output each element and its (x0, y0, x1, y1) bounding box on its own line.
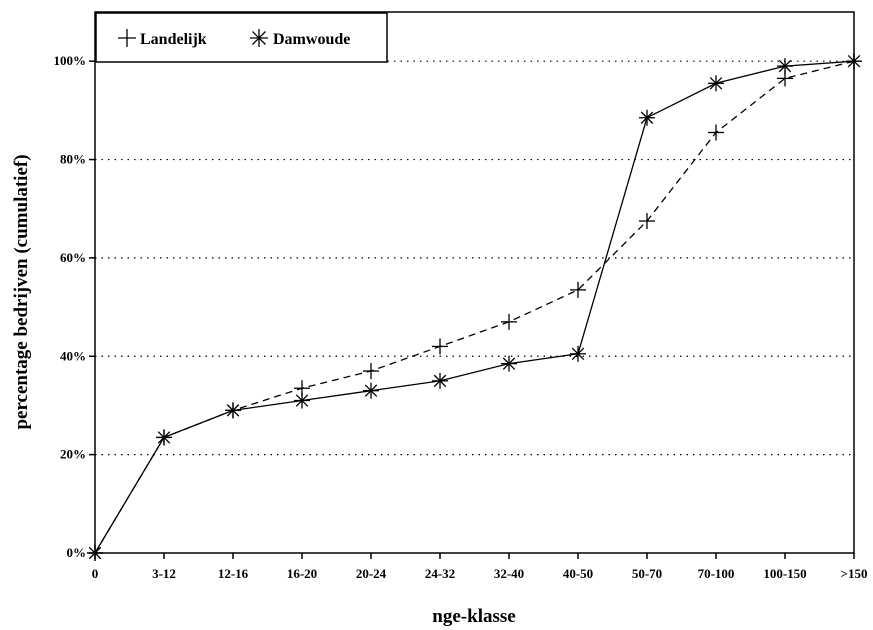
data-point-damwoude (639, 109, 655, 126)
x-tick-label: 16-20 (287, 566, 317, 581)
legend-marker-damwoude (250, 29, 268, 47)
data-point-landelijk (363, 363, 379, 380)
marker-stroke (778, 59, 792, 73)
marker-stroke (640, 111, 654, 124)
y-tick-label: 20% (60, 447, 86, 462)
data-point-damwoude (225, 402, 241, 419)
x-tick-label: 50-70 (632, 566, 662, 581)
legend-marker-landelijk (118, 29, 136, 47)
gridlines (95, 60, 854, 456)
x-tick-label: 24-32 (425, 566, 455, 581)
x-tick-label: 20-24 (356, 566, 387, 581)
series-line-damwoude (94, 60, 855, 554)
y-tick-label: 40% (60, 348, 86, 363)
data-point-damwoude (777, 58, 793, 75)
y-tick-label: 0% (67, 545, 87, 560)
data-point-damwoude (156, 429, 172, 446)
legend-box (95, 12, 388, 63)
plot-area-frame (94, 11, 855, 554)
x-tick-label: 70-100 (698, 566, 735, 581)
data-point-damwoude (846, 53, 862, 70)
legend-asterisk-marker (250, 29, 268, 47)
y-tick-label: 80% (60, 152, 86, 167)
marker-stroke (571, 347, 585, 361)
data-point-damwoude (294, 392, 310, 409)
data-point-damwoude (87, 545, 103, 561)
data-point-damwoude (501, 355, 517, 372)
data-point-landelijk (432, 338, 448, 355)
legend: Landelijk Damwoude (95, 12, 388, 63)
data-point-landelijk (501, 313, 517, 330)
legend-label-landelijk: Landelijk (140, 31, 207, 48)
y-tick-label: 100% (54, 53, 87, 68)
x-tick-label: 32-40 (494, 566, 524, 581)
marker-stroke (88, 546, 102, 560)
legend-plus-marker (118, 29, 136, 47)
data-point-damwoude (570, 345, 586, 362)
marker-stroke (252, 31, 266, 45)
x-axis-title: nge-klasse (432, 606, 515, 627)
marker-stroke (709, 77, 723, 90)
x-tick-label: 100-150 (763, 566, 806, 581)
marker-stroke (847, 54, 861, 68)
x-tick-label: 0 (92, 566, 99, 581)
data-point-landelijk (708, 124, 724, 141)
data-point-damwoude (708, 75, 724, 92)
marker-stroke (295, 394, 309, 407)
axes: 0% 20% 40% 60% 80% 100% 0 3-12 12-16 16-20 20-24 24… (54, 53, 868, 581)
marker-stroke (157, 431, 171, 444)
y-tick-label: 60% (60, 250, 86, 265)
y-axis-title: percentage bedrijven (cumulatief) (11, 154, 32, 429)
data-point-damwoude (432, 372, 448, 389)
data-point-damwoude (363, 382, 379, 399)
marker-stroke (226, 404, 240, 417)
marker-stroke (502, 357, 516, 370)
x-tick-label: 40-50 (563, 566, 593, 581)
series-line-landelijk (94, 60, 855, 554)
series (87, 53, 862, 561)
x-tick-label: 12-16 (218, 566, 249, 581)
data-point-landelijk (639, 213, 655, 230)
marker-stroke (433, 374, 447, 388)
legend-label-damwoude: Damwoude (273, 31, 350, 48)
data-point-landelijk (570, 281, 586, 298)
marker-stroke (364, 384, 378, 397)
x-tick-label: >150 (841, 566, 868, 581)
x-tick-label: 3-12 (152, 566, 176, 581)
